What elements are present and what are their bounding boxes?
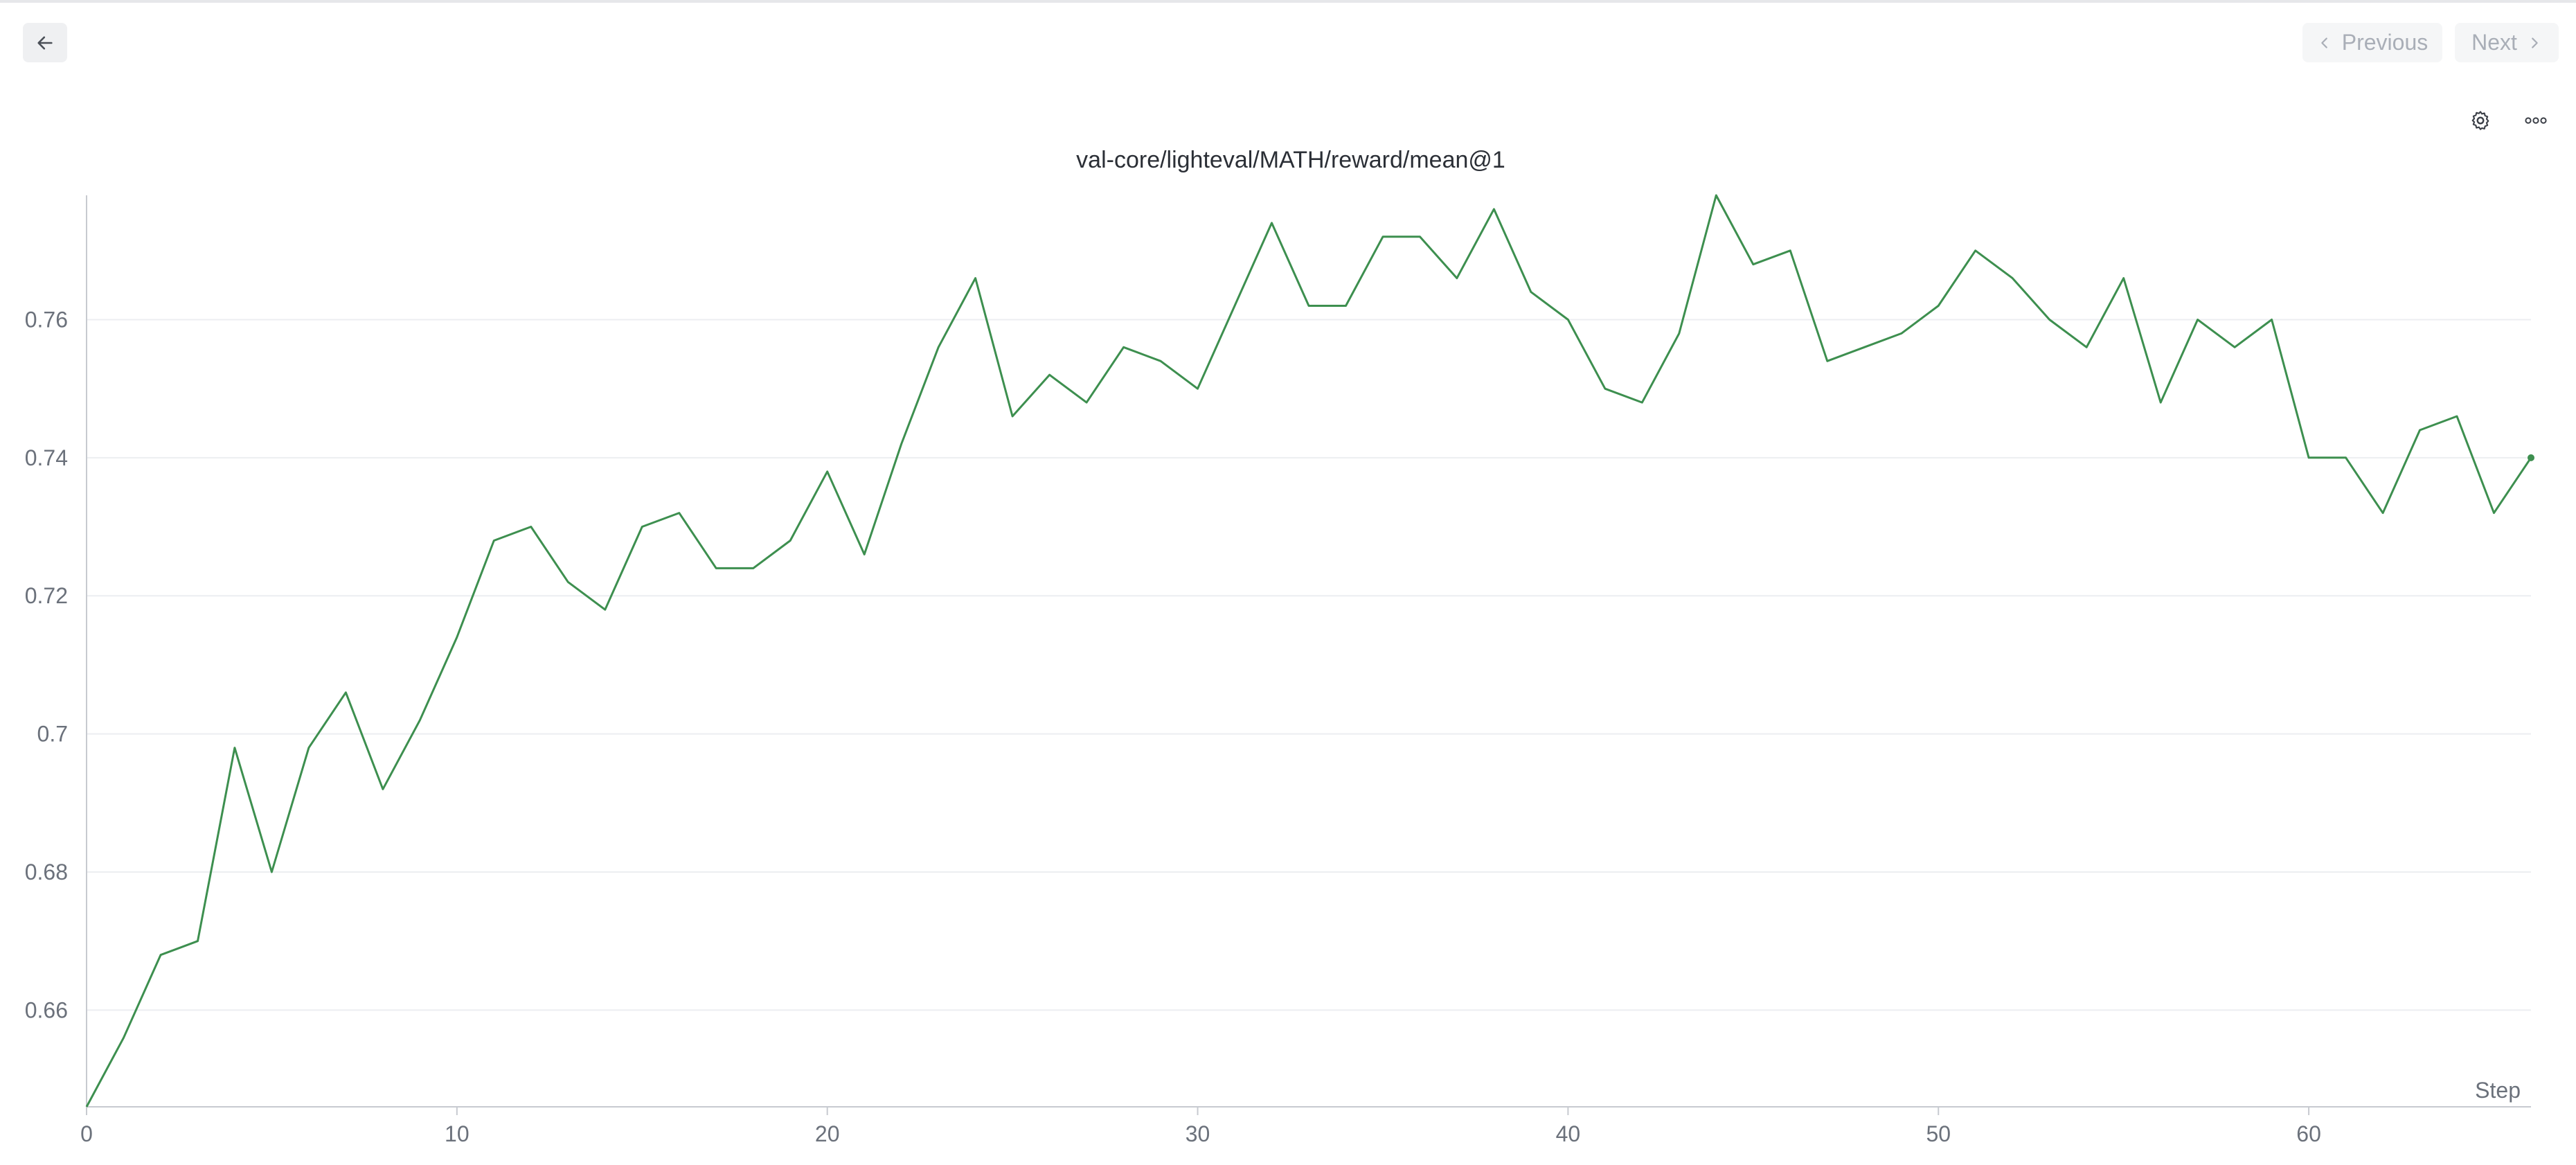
x-tick-label: 60 (2296, 1121, 2321, 1146)
back-button[interactable] (23, 23, 67, 62)
x-tick-label: 10 (445, 1121, 469, 1146)
top-border (0, 0, 2576, 3)
series-line (85, 194, 2532, 1108)
y-tick-labels: 0.66 0.68 0.7 0.72 0.74 0.76 (25, 307, 68, 1022)
settings-button[interactable] (2465, 105, 2496, 136)
chevron-left-icon (2320, 37, 2327, 48)
gear-icon (2471, 111, 2489, 130)
y-tick-label: 0.72 (25, 583, 68, 608)
x-tick-label: 0 (80, 1121, 93, 1146)
series-group (85, 194, 2534, 1108)
y-tick-label: 0.66 (25, 997, 68, 1022)
previous-label: Previous (2341, 30, 2429, 55)
y-tick-label: 0.68 (25, 860, 68, 884)
more-options-button[interactable] (2521, 105, 2551, 136)
previous-button[interactable]: Previous (2302, 23, 2442, 62)
x-tick-label: 50 (1926, 1121, 1951, 1146)
chart-title: val-core/lighteval/MATH/reward/mean@1 (1076, 147, 1505, 173)
x-tick-label: 30 (1186, 1121, 1210, 1146)
y-tick-label: 0.76 (25, 307, 68, 332)
more-horizontal-icon (2525, 117, 2547, 124)
next-button[interactable]: Next (2455, 23, 2559, 62)
x-tick-label: 40 (1556, 1121, 1581, 1146)
x-tick-label: 20 (815, 1121, 840, 1146)
chevron-right-icon (2532, 37, 2538, 48)
next-label: Next (2471, 30, 2517, 55)
x-tick-labels: 0 10 20 30 40 50 60 (80, 1107, 2321, 1146)
x-axis-label: Step (2475, 1078, 2521, 1103)
last-point-marker (2528, 454, 2534, 461)
y-tick-label: 0.7 (37, 722, 68, 747)
y-tick-label: 0.74 (25, 445, 68, 470)
grid-lines (87, 319, 2531, 1011)
arrow-left-icon (37, 36, 53, 49)
